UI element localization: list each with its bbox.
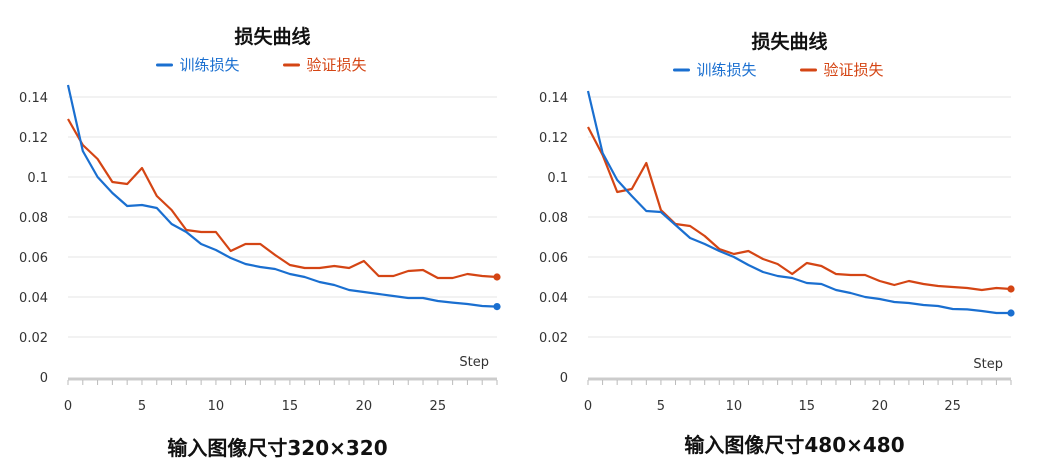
y-tick-label: 0.14 — [539, 91, 568, 106]
series-endpoint-train-loss — [493, 303, 501, 311]
chart-title: 损失曲线 — [751, 30, 827, 53]
x-tick-label: 15 — [799, 399, 816, 414]
x-axis-label: Step — [973, 357, 1003, 372]
legend-label-val: 验证损失 — [824, 61, 884, 79]
y-tick-label: 0.04 — [19, 291, 48, 306]
legend-label-val: 验证损失 — [307, 56, 367, 74]
x-tick-label: 10 — [726, 399, 743, 414]
x-tick-label: 0 — [584, 399, 592, 414]
loss-chart-320: 0 0.02 0.04 0.06 0.08 0.1 0.12 0.14 0 5 10 15 20 25 St… — [19, 25, 501, 460]
chart-caption: 输入图像尺寸480×480 — [684, 433, 904, 457]
series-line-train-loss — [66, 84, 498, 308]
chart-panel-320: 0 0.02 0.04 0.06 0.08 0.1 0.12 0.14 0 5 10 15 20 25 St… — [0, 0, 520, 473]
series-line-val-loss — [67, 118, 498, 280]
y-tick-label: 0 — [560, 371, 568, 386]
x-tick-label: 10 — [208, 399, 225, 414]
legend-label-train: 训练损失 — [180, 56, 240, 74]
y-tick-label: 0.06 — [539, 251, 568, 266]
series-endpoint-val-loss — [493, 273, 501, 281]
x-tick-label: 0 — [64, 399, 72, 414]
y-tick-label: 0.1 — [27, 171, 48, 186]
x-tick-label: 15 — [282, 399, 299, 414]
series-line-val-loss — [587, 126, 1012, 292]
x-tick-label: 5 — [657, 399, 665, 414]
series-line-train-loss — [586, 90, 1011, 315]
y-tick-label: 0.1 — [547, 171, 568, 186]
chart-title: 损失曲线 — [234, 25, 310, 48]
x-tick-label: 20 — [356, 399, 373, 414]
y-tick-label: 0 — [40, 371, 48, 386]
x-tick-label: 25 — [944, 399, 961, 414]
y-tick-label: 0.08 — [19, 211, 48, 226]
loss-chart-480: 0 0.02 0.04 0.06 0.08 0.1 0.12 0.14 0 5 10 15 20 25 St… — [539, 30, 1015, 457]
chart-panel-480: 0 0.02 0.04 0.06 0.08 0.1 0.12 0.14 0 5 10 15 20 25 St… — [520, 0, 1040, 473]
y-tick-label: 0.02 — [539, 331, 568, 346]
series-endpoint-train-loss — [1007, 309, 1015, 317]
y-tick-label: 0.04 — [539, 291, 568, 306]
y-tick-label: 0.12 — [19, 131, 48, 146]
series-endpoint-val-loss — [1007, 285, 1015, 293]
y-tick-label: 0.14 — [19, 91, 48, 106]
y-tick-label: 0.06 — [19, 251, 48, 266]
y-tick-label: 0.08 — [539, 211, 568, 226]
y-tick-label: 0.12 — [539, 131, 568, 146]
x-tick-label: 20 — [871, 399, 888, 414]
x-tick-label: 25 — [430, 399, 447, 414]
x-axis-label: Step — [459, 355, 489, 370]
legend-label-train: 训练损失 — [697, 61, 757, 79]
y-tick-label: 0.02 — [19, 331, 48, 346]
chart-caption: 输入图像尺寸320×320 — [167, 436, 387, 460]
x-tick-label: 5 — [138, 399, 146, 414]
